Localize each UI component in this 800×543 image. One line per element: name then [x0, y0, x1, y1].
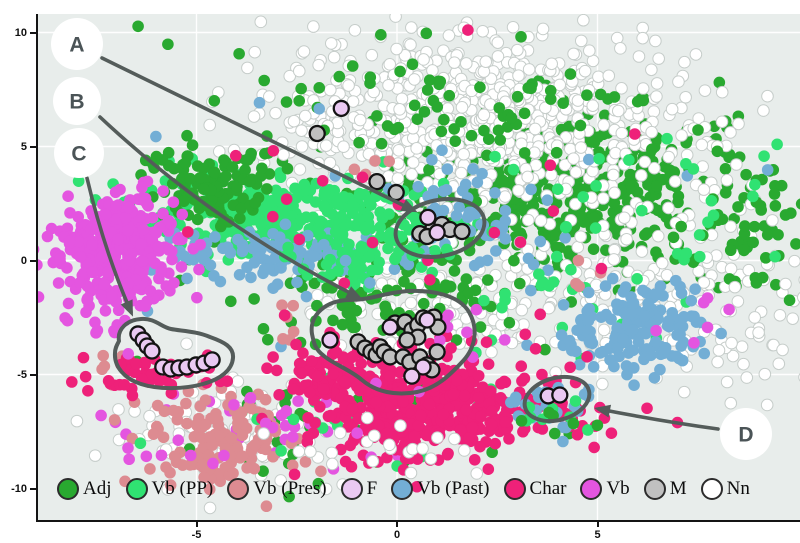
annotation-bubble-C	[54, 128, 104, 178]
x-tick-label: 5	[594, 529, 601, 541]
legend-swatch-char	[503, 478, 526, 500]
y-tick-label: -5	[17, 368, 27, 381]
annotation-C: C	[54, 128, 236, 391]
legend-item-m: M	[643, 478, 687, 500]
arrowhead-icon	[120, 299, 133, 317]
annotation-arrow-D	[597, 407, 720, 431]
annotation-arrow-C	[85, 176, 133, 314]
cluster-outline-D	[522, 374, 592, 424]
legend-label: Nn	[726, 478, 750, 499]
y-tick-label: 0	[20, 254, 27, 267]
legend-item-adj: Adj	[57, 478, 112, 500]
legend-label: Vb (Pres)	[253, 478, 327, 499]
cluster-outline-C	[112, 316, 236, 391]
legend-item-vb-pp: Vb (PP)	[125, 478, 214, 500]
annotation-label-B: B	[69, 91, 84, 114]
legend-item-vb-past: Vb (Past)	[391, 478, 490, 500]
annotation-bubble-B	[53, 77, 101, 125]
legend-swatch-vb-past	[391, 478, 414, 500]
legend-swatch-vb-pp	[125, 478, 148, 500]
legend-swatch-vb	[580, 478, 603, 500]
x-axis-line	[36, 520, 800, 522]
legend-label: Vb	[606, 478, 630, 499]
legend-label: M	[669, 478, 687, 499]
legend-label: F	[366, 478, 378, 499]
annotation-label-A: A	[69, 34, 84, 57]
annotation-arrow-B	[98, 115, 360, 299]
legend-swatch-m	[643, 478, 666, 500]
legend-item-vb: Vb	[580, 478, 630, 500]
x-tick-label: -5	[191, 529, 202, 541]
annotation-bubble-A	[51, 18, 103, 70]
legend-label: Adj	[83, 478, 112, 499]
legend-swatch-nn	[700, 478, 723, 500]
annotation-arrow-A	[100, 56, 415, 212]
x-tick-label: 0	[393, 529, 401, 541]
legend-item-vb-pres: Vb (Pres)	[227, 478, 327, 500]
y-tick	[30, 259, 36, 262]
y-tick-label: -10	[11, 482, 27, 495]
legend-label: Vb (PP)	[151, 478, 214, 499]
arrowhead-icon	[400, 199, 418, 213]
x-tick	[195, 521, 198, 527]
x-tick	[396, 521, 398, 527]
y-tick	[30, 373, 36, 376]
y-axis-line	[36, 14, 38, 521]
y-tick	[30, 145, 36, 148]
legend-swatch-adj	[57, 478, 79, 500]
annotation-A: A	[51, 18, 487, 259]
cluster-outline-B	[309, 288, 477, 396]
legend-swatch-vb-pres	[227, 478, 250, 500]
annotation-label-D: D	[738, 424, 753, 447]
x-tick	[596, 521, 599, 527]
legend-label: Char	[529, 478, 567, 499]
legend-label: Vb (Past)	[417, 478, 490, 499]
annotation-label-C: C	[71, 143, 86, 166]
legend-swatch-f	[340, 478, 363, 500]
arrowhead-icon	[345, 286, 363, 300]
annotation-D: D	[522, 374, 772, 460]
legend: Adj Vb (PP) Vb (Pres) F Vb (Past) Char V…	[57, 478, 750, 500]
arrowhead-icon	[594, 404, 612, 418]
cluster-outline-A	[393, 197, 487, 259]
legend-item-nn: Nn	[700, 478, 750, 500]
legend-item-f: F	[340, 478, 378, 500]
annotation-B: B	[53, 77, 477, 396]
y-tick-label: 10	[14, 26, 27, 39]
y-tick	[30, 487, 36, 490]
legend-item-char: Char	[503, 478, 567, 500]
y-tick-label: 5	[20, 140, 27, 153]
y-tick	[30, 31, 36, 34]
annotation-bubble-D	[720, 408, 772, 460]
